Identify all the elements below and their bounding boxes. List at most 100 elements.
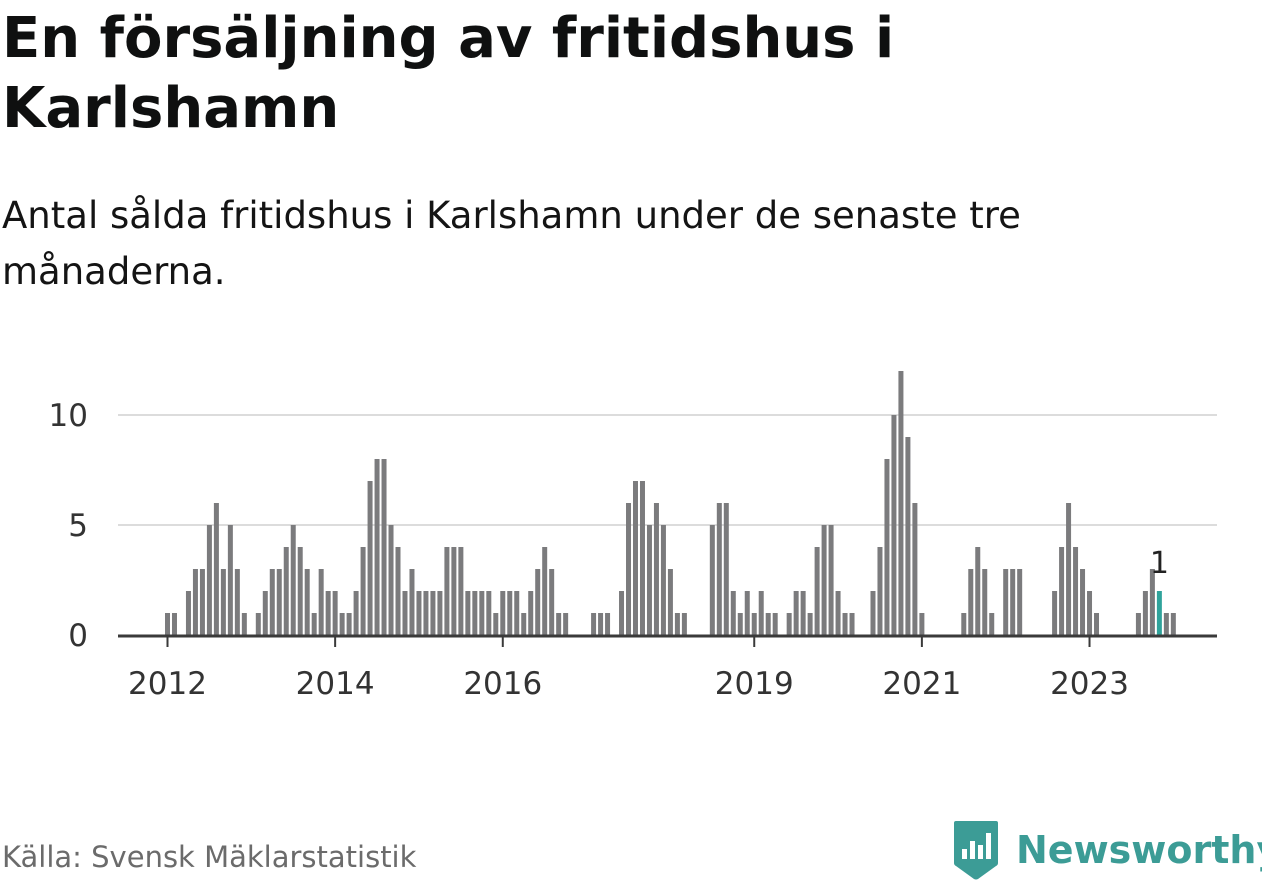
- bar: [353, 591, 359, 635]
- bar: [165, 613, 170, 635]
- bar: [486, 591, 492, 635]
- bar: [185, 591, 191, 635]
- bar: [521, 613, 527, 635]
- bar: [898, 371, 904, 635]
- bar: [751, 613, 757, 635]
- bar: [409, 569, 415, 635]
- bar: [262, 591, 268, 635]
- bar: [381, 459, 387, 635]
- bar: [961, 613, 967, 635]
- bar: [828, 525, 834, 635]
- bar: [989, 613, 995, 635]
- bar: [507, 591, 513, 635]
- newsworthy-logo-icon: [954, 821, 998, 880]
- bar: [919, 613, 925, 635]
- bar: [290, 525, 296, 635]
- bar: [241, 613, 247, 635]
- bar: [402, 591, 408, 635]
- bar: [626, 503, 632, 635]
- bar: [639, 481, 645, 635]
- chart-title: En försäljning av fritidshus i Karlshamn: [2, 6, 895, 141]
- bar: [465, 591, 471, 635]
- x-tick-label: 2014: [296, 666, 375, 702]
- bar: [374, 459, 380, 635]
- bar: [227, 525, 233, 635]
- bar: [542, 547, 548, 635]
- bar: [283, 547, 289, 635]
- x-tick-label: 2016: [463, 666, 542, 702]
- bar: [416, 591, 422, 635]
- bar: [234, 569, 240, 635]
- bar: [423, 591, 429, 635]
- bar: [444, 547, 450, 635]
- bar: [772, 613, 778, 635]
- bar: [982, 569, 988, 635]
- bar: [311, 613, 317, 635]
- bar: [730, 591, 736, 635]
- x-tick-label: 2019: [715, 666, 794, 702]
- bar: [255, 613, 261, 635]
- bar: [437, 591, 443, 635]
- bar: [1059, 547, 1065, 635]
- bar: [591, 613, 597, 635]
- bars: [165, 371, 1176, 635]
- bar: [388, 525, 394, 635]
- bar: [430, 591, 436, 635]
- bar: [276, 569, 282, 635]
- bar: [884, 459, 890, 635]
- bar: [213, 503, 219, 635]
- bar: [1052, 591, 1058, 635]
- x-tick-label: 2023: [1050, 666, 1129, 702]
- bar: [646, 525, 652, 635]
- x-tick-label: 2012: [128, 666, 207, 702]
- bar: [667, 569, 673, 635]
- bar: [556, 613, 562, 635]
- bar: [598, 613, 604, 635]
- bar: [723, 503, 729, 635]
- bar: [528, 591, 534, 635]
- bar: [1170, 613, 1176, 635]
- bar: [360, 547, 366, 635]
- bar: [458, 547, 464, 635]
- bar: [807, 613, 813, 635]
- y-tick-label: 10: [49, 398, 88, 434]
- bar: [605, 613, 611, 635]
- bar: [304, 569, 310, 635]
- bar: [395, 547, 401, 635]
- bar: [535, 569, 541, 635]
- bar: [1017, 569, 1023, 635]
- gridlines: [118, 414, 1217, 526]
- bar: [563, 613, 569, 635]
- bar: [493, 613, 499, 635]
- bar: [1073, 547, 1079, 635]
- bar: [912, 503, 918, 635]
- bar: [269, 569, 275, 635]
- bar: [1135, 613, 1141, 635]
- bar: [1010, 569, 1016, 635]
- highlight-value-label: 1: [1150, 546, 1169, 581]
- bar: [737, 613, 743, 635]
- bar: [339, 613, 345, 635]
- bar: [367, 481, 373, 635]
- bar: [171, 613, 177, 635]
- bar: [835, 591, 841, 635]
- x-tick-label: 2021: [882, 666, 961, 702]
- x-axis-ticks: 2012 2014 2016 2019 2021 2023: [128, 637, 1129, 702]
- brand-logo: Newsworthy: [952, 818, 1262, 882]
- bar: [206, 525, 212, 635]
- bar: [479, 591, 485, 635]
- bar: [199, 569, 205, 635]
- bar: [346, 613, 352, 635]
- bar: [325, 591, 331, 635]
- bar: [1094, 613, 1100, 635]
- bar: [297, 547, 303, 635]
- bar: [500, 591, 506, 635]
- bar: [653, 503, 659, 635]
- bar: [1142, 591, 1148, 635]
- bar: [968, 569, 974, 635]
- bar: [1003, 569, 1009, 635]
- bar: [975, 547, 981, 635]
- bar: [451, 547, 457, 635]
- bar: [758, 591, 764, 635]
- bar: [709, 525, 715, 635]
